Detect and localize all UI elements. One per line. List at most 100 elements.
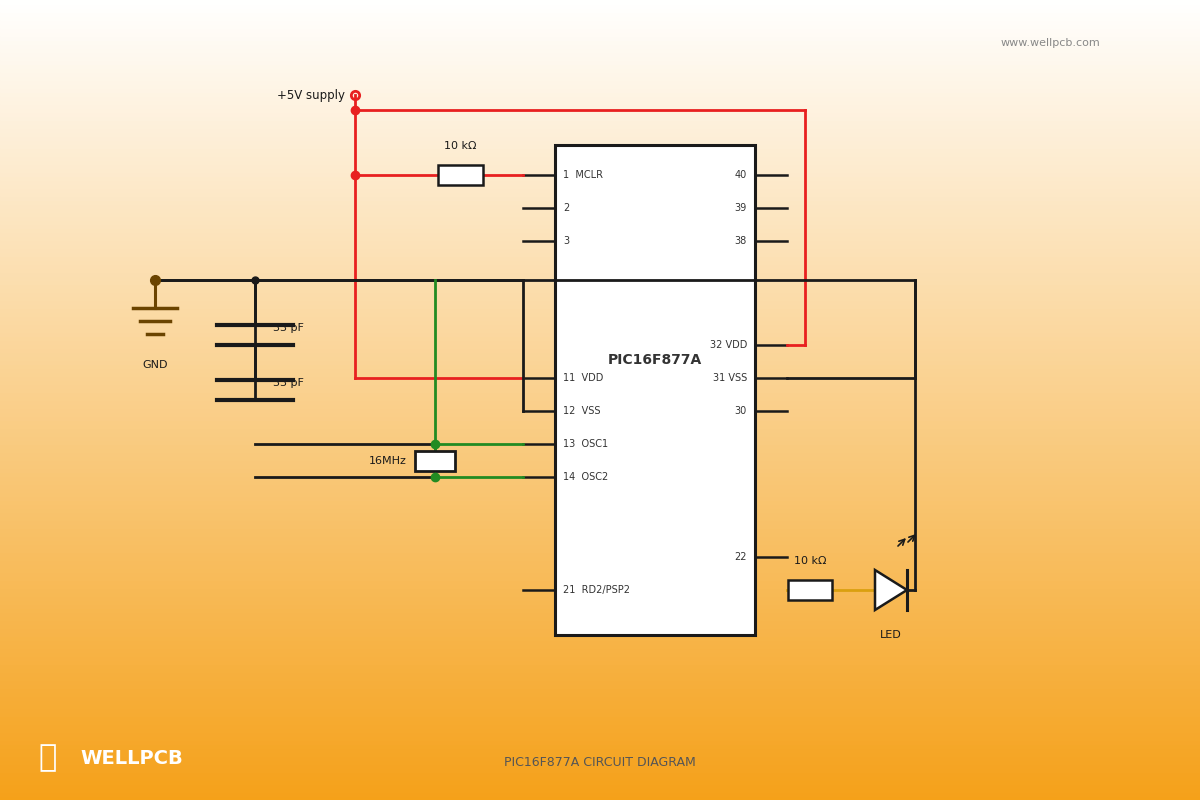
- Text: 22: 22: [734, 552, 746, 562]
- Bar: [0, 152, 1200, 156]
- Bar: [0, 492, 1200, 496]
- Bar: [0, 252, 1200, 256]
- Bar: [0, 676, 1200, 680]
- Text: 33 pF: 33 pF: [274, 323, 304, 333]
- Bar: [0, 224, 1200, 228]
- Bar: [0, 308, 1200, 312]
- Bar: [0, 244, 1200, 248]
- Bar: [0, 136, 1200, 140]
- Bar: [0, 248, 1200, 252]
- Bar: [0, 264, 1200, 268]
- Text: 40: 40: [734, 170, 746, 180]
- Bar: [0, 172, 1200, 176]
- Bar: [0, 24, 1200, 28]
- Bar: [0, 396, 1200, 400]
- Bar: [0, 580, 1200, 584]
- Bar: [554, 145, 755, 635]
- Bar: [0, 632, 1200, 636]
- Bar: [0, 120, 1200, 124]
- Bar: [0, 0, 1200, 4]
- Bar: [0, 376, 1200, 380]
- Bar: [0, 364, 1200, 368]
- Bar: [0, 164, 1200, 168]
- Bar: [0, 20, 1200, 24]
- Bar: [0, 736, 1200, 740]
- Bar: [0, 560, 1200, 564]
- Bar: [0, 728, 1200, 732]
- Bar: [0, 156, 1200, 160]
- Bar: [0, 484, 1200, 488]
- Text: 21  RD2/PSP2: 21 RD2/PSP2: [563, 585, 630, 595]
- Bar: [0, 60, 1200, 64]
- Bar: [0, 80, 1200, 84]
- Bar: [0, 712, 1200, 716]
- Bar: [0, 408, 1200, 412]
- Bar: [0, 620, 1200, 624]
- Bar: [0, 584, 1200, 588]
- Bar: [0, 596, 1200, 600]
- Bar: [0, 388, 1200, 392]
- Bar: [0, 36, 1200, 40]
- Text: 39: 39: [734, 203, 746, 213]
- Text: 12  VSS: 12 VSS: [563, 406, 600, 416]
- Bar: [0, 384, 1200, 388]
- Bar: [0, 528, 1200, 532]
- Bar: [0, 16, 1200, 20]
- Text: PIC16F877A CIRCUIT DIAGRAM: PIC16F877A CIRCUIT DIAGRAM: [504, 755, 696, 769]
- Bar: [0, 348, 1200, 352]
- Bar: [0, 44, 1200, 48]
- Bar: [415, 450, 455, 470]
- Bar: [0, 708, 1200, 712]
- Bar: [0, 524, 1200, 528]
- Bar: [0, 508, 1200, 512]
- Text: 2: 2: [563, 203, 569, 213]
- Bar: [0, 336, 1200, 340]
- Bar: [0, 644, 1200, 648]
- Bar: [0, 8, 1200, 12]
- Bar: [0, 380, 1200, 384]
- Bar: [0, 616, 1200, 620]
- Bar: [0, 196, 1200, 200]
- Text: 3: 3: [563, 236, 569, 246]
- Bar: [0, 680, 1200, 684]
- Bar: [0, 232, 1200, 236]
- Bar: [0, 548, 1200, 552]
- Bar: [0, 100, 1200, 104]
- Bar: [0, 312, 1200, 316]
- Bar: [0, 112, 1200, 116]
- Bar: [0, 208, 1200, 212]
- Bar: [0, 200, 1200, 204]
- Bar: [0, 496, 1200, 500]
- Bar: [0, 276, 1200, 280]
- Bar: [0, 700, 1200, 704]
- Bar: [0, 332, 1200, 336]
- Text: WELLPCB: WELLPCB: [80, 749, 182, 767]
- Bar: [0, 732, 1200, 736]
- Bar: [0, 96, 1200, 100]
- Bar: [0, 628, 1200, 632]
- Bar: [0, 516, 1200, 520]
- Bar: [0, 104, 1200, 108]
- Bar: [0, 228, 1200, 232]
- Bar: [0, 344, 1200, 348]
- Bar: [0, 572, 1200, 576]
- Bar: [0, 536, 1200, 540]
- Bar: [0, 352, 1200, 356]
- Bar: [0, 428, 1200, 432]
- Bar: [0, 788, 1200, 792]
- Bar: [0, 368, 1200, 372]
- Bar: [0, 556, 1200, 560]
- Bar: [0, 784, 1200, 788]
- Bar: [0, 404, 1200, 408]
- Bar: [0, 412, 1200, 416]
- Bar: [0, 772, 1200, 776]
- Bar: [0, 740, 1200, 744]
- Bar: [0, 260, 1200, 264]
- Bar: [0, 532, 1200, 536]
- Bar: [0, 692, 1200, 696]
- Bar: [0, 420, 1200, 424]
- Bar: [0, 328, 1200, 332]
- Bar: [0, 504, 1200, 508]
- Bar: [0, 64, 1200, 68]
- Bar: [0, 284, 1200, 288]
